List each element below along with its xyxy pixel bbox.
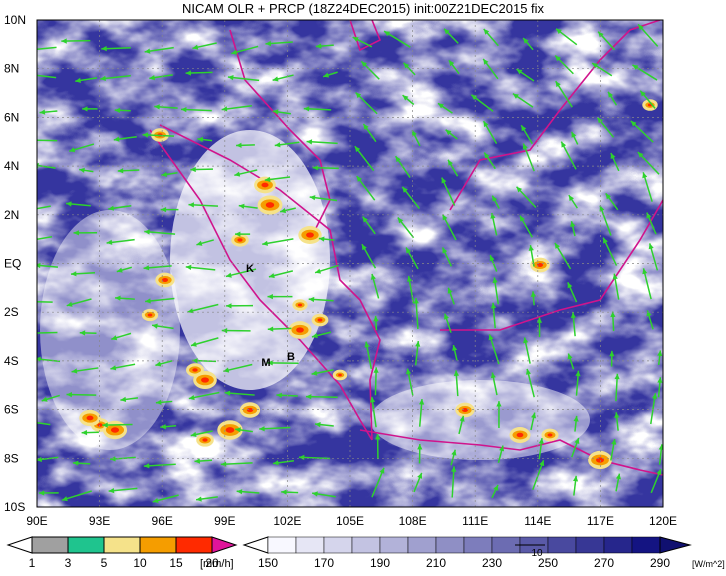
wind-arrowhead	[27, 419, 33, 424]
rain-cell	[261, 183, 268, 188]
colorbar-box	[548, 537, 576, 553]
y-tick-label: 4S	[4, 354, 19, 368]
wind-arrowhead	[27, 72, 33, 77]
place-label: M	[261, 357, 270, 369]
colorbar-box	[296, 537, 324, 553]
wind-arrowhead	[24, 299, 29, 304]
y-tick-label: 10N	[4, 13, 26, 27]
rain-cell	[298, 304, 302, 307]
rain-cell	[237, 238, 242, 241]
wind-arrowhead	[30, 206, 36, 211]
colorbar-box	[140, 537, 176, 553]
x-tick-label: 93E	[89, 514, 110, 528]
rain-cell	[148, 313, 153, 316]
rain-cell	[87, 416, 94, 421]
rain-cell	[226, 427, 235, 433]
rain-cell	[548, 433, 553, 436]
x-tick-label: 90E	[26, 514, 47, 528]
colorbar-box	[32, 537, 68, 553]
x-tick-label: 105E	[336, 514, 364, 528]
colorbar-label: 150	[258, 556, 278, 570]
colorbar-label: 230	[482, 556, 502, 570]
place-label: B	[287, 351, 295, 363]
rain-cell	[162, 278, 168, 282]
x-tick-label: 102E	[273, 514, 301, 528]
title: NICAM OLR + PRCP (18Z24DEC2015) init:00Z…	[182, 1, 545, 16]
wind-arrowhead	[26, 330, 32, 335]
wind-arrowhead	[23, 238, 29, 243]
colorbar-end	[212, 537, 236, 553]
rain-cell	[201, 377, 209, 382]
rain-cell	[517, 433, 524, 438]
colorbar-box	[352, 537, 380, 553]
colorbar-end	[244, 537, 268, 553]
cloud-band	[40, 210, 180, 450]
x-tick-label: 108E	[399, 514, 427, 528]
rain-cell	[192, 368, 197, 372]
colorbar-label: 1	[29, 556, 36, 570]
y-tick-label: 6N	[4, 110, 19, 124]
colorbar-label: 190	[370, 556, 390, 570]
rain-cell	[97, 423, 102, 427]
rain-cell	[296, 327, 304, 332]
y-tick-label: EQ	[4, 257, 21, 271]
wind-arrow	[26, 333, 57, 334]
colorbar-end	[660, 537, 690, 553]
y-tick-label: 6S	[4, 403, 19, 417]
colorbar-box	[268, 537, 296, 553]
x-tick-label: 120E	[649, 514, 677, 528]
colorbar-box	[464, 537, 492, 553]
colorbar-box	[104, 537, 140, 553]
cloud-band	[370, 380, 590, 460]
colorbar-box	[436, 537, 464, 553]
colorbar-label: 170	[314, 556, 334, 570]
colorbar-box	[408, 537, 436, 553]
rain-cell	[247, 408, 253, 412]
colorbar-box	[576, 537, 604, 553]
vector-ref-label: 10	[531, 548, 543, 559]
colorbar-box	[380, 537, 408, 553]
colorbar-box	[176, 537, 212, 553]
colorbar-box	[324, 537, 352, 553]
rain-cell	[202, 438, 207, 441]
rain-cell	[318, 318, 323, 321]
wind-arrow	[23, 302, 52, 303]
y-tick-label: 2N	[4, 208, 19, 222]
rain-cell	[266, 202, 274, 208]
rain-cell	[462, 408, 468, 412]
y-tick-label: 10S	[4, 500, 25, 514]
colorbar-box	[68, 537, 104, 553]
x-tick-label: 114E	[524, 514, 551, 528]
colorbar-end	[8, 537, 32, 553]
colorbar-box	[604, 537, 632, 553]
colorbar-label: 5	[101, 556, 108, 570]
x-tick-label: 99E	[214, 514, 235, 528]
colorbar-unit: [W/m^2]	[692, 559, 725, 569]
y-tick-label: 4N	[4, 159, 19, 173]
wind-arrowhead	[32, 138, 38, 143]
colorbar-label: 10	[133, 556, 147, 570]
x-tick-label: 111E	[462, 514, 488, 528]
x-tick-label: 96E	[152, 514, 173, 528]
wind-arrowhead	[33, 163, 39, 168]
colorbar-label: 290	[650, 556, 670, 570]
rain-cell	[111, 427, 119, 432]
colorbar-unit: [mm/h]	[200, 558, 234, 570]
place-label: K	[246, 263, 254, 275]
rain-cell	[338, 374, 342, 377]
colorbar-box	[632, 537, 660, 553]
y-tick-label: 8N	[4, 62, 19, 76]
x-tick-label: 117E	[587, 514, 614, 528]
colorbar-label: 15	[169, 556, 183, 570]
colorbar-label: 3	[65, 556, 72, 570]
map	[23, 20, 664, 507]
y-tick-label: 8S	[4, 451, 19, 465]
colorbar-label: 210	[426, 556, 446, 570]
colorbar-label: 270	[594, 556, 614, 570]
y-tick-label: 2S	[4, 305, 19, 319]
rain-cell	[306, 232, 314, 237]
